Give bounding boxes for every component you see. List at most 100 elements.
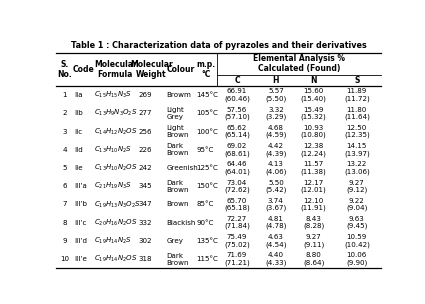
Text: $C_{21}H_{19}N_3S$: $C_{21}H_{19}N_3S$ [94,181,132,191]
Text: 1: 1 [62,92,67,98]
Text: Light
Grey: Light Grey [167,107,184,120]
Text: 135°C: 135°C [197,238,218,244]
Text: IIe: IIe [74,165,83,171]
Text: 4.68
(4.59): 4.68 (4.59) [265,125,286,138]
Text: $C_{13}H_{10}N_2S$: $C_{13}H_{10}N_2S$ [94,145,132,155]
Text: 4: 4 [62,147,67,153]
Text: 14.15
(13.97): 14.15 (13.97) [344,143,370,157]
Text: m.p.
°C: m.p. °C [197,60,216,79]
Text: 9.27
(9.12): 9.27 (9.12) [346,179,368,193]
Text: 71.69
(71.21): 71.69 (71.21) [224,252,250,266]
Text: $C_{19}H_{13}N_3O_2S$: $C_{19}H_{13}N_3O_2S$ [94,199,141,209]
Text: 8: 8 [62,220,67,226]
Text: IIb: IIb [74,110,83,116]
Text: 10.93
(10.80): 10.93 (10.80) [301,125,326,138]
Text: 105°C: 105°C [197,110,218,116]
Text: 11.89
(11.72): 11.89 (11.72) [344,88,370,102]
Text: Brown: Brown [167,202,189,207]
Text: N: N [310,76,317,85]
Text: 12.10
(11.91): 12.10 (11.91) [301,198,326,211]
Text: $C_{13}H_{10}N_2OS$: $C_{13}H_{10}N_2OS$ [94,163,138,173]
Text: Elemental Analysis %
Calculated (Found): Elemental Analysis % Calculated (Found) [253,54,345,73]
Text: 302: 302 [138,238,152,244]
Text: 6: 6 [62,183,67,189]
Text: Browm: Browm [167,92,192,98]
Text: IIc: IIc [74,129,82,135]
Text: $C_{20}H_{16}N_2OS$: $C_{20}H_{16}N_2OS$ [94,218,138,228]
Text: 75.49
(75.02): 75.49 (75.02) [224,234,250,248]
Text: 65.62
(65.14): 65.62 (65.14) [224,125,250,138]
Text: 242: 242 [138,165,152,171]
Text: 13.22
(13.06): 13.22 (13.06) [344,161,370,175]
Text: 10: 10 [60,256,69,262]
Text: 10.59
(10.42): 10.59 (10.42) [344,234,370,248]
Text: 125°C: 125°C [197,165,218,171]
Text: 269: 269 [138,92,152,98]
Text: Grey: Grey [167,238,184,244]
Text: 4.40
(4.33): 4.40 (4.33) [265,252,286,266]
Text: 115°C: 115°C [197,256,218,262]
Text: III’d: III’d [74,238,87,244]
Text: 226: 226 [138,147,152,153]
Text: Code: Code [73,65,94,74]
Text: 66.91
(60.46): 66.91 (60.46) [224,88,250,102]
Text: 100°C: 100°C [197,129,218,135]
Text: 4.42
(4.39): 4.42 (4.39) [265,143,286,157]
Text: 7: 7 [62,202,67,207]
Text: $C_{19}H_{14}N_2OS$: $C_{19}H_{14}N_2OS$ [94,254,138,264]
Text: III’e: III’e [74,256,87,262]
Text: S.
No.: S. No. [57,60,72,79]
Text: IIa: IIa [74,92,83,98]
Text: Molecular
Formula: Molecular Formula [94,60,137,79]
Text: $C_{15}H_{15}N_3S$: $C_{15}H_{15}N_3S$ [94,90,132,100]
Text: 256: 256 [138,129,152,135]
Text: 11.57
(11.38): 11.57 (11.38) [301,161,326,175]
Text: 85°C: 85°C [197,202,214,207]
Text: Light
Brown: Light Brown [167,125,189,138]
Text: 15.49
(15.32): 15.49 (15.32) [301,107,326,120]
Text: 3.32
(3.29): 3.32 (3.29) [265,107,286,120]
Text: Blackish: Blackish [167,220,196,226]
Text: 345: 345 [138,183,152,189]
Text: 5.50
(5.42): 5.50 (5.42) [265,179,286,193]
Text: 8.80
(8.64): 8.80 (8.64) [303,252,324,266]
Text: 318: 318 [138,256,152,262]
Text: 5: 5 [62,165,67,171]
Text: 11.80
(11.64): 11.80 (11.64) [344,107,370,120]
Text: C: C [234,76,240,85]
Text: 69.02
(68.61): 69.02 (68.61) [224,143,250,157]
Text: 150°C: 150°C [197,183,218,189]
Text: Molecular
Weight: Molecular Weight [130,60,173,79]
Text: H: H [273,76,279,85]
Text: Table 1 : Characterization data of pyrazoles and their derivatives: Table 1 : Characterization data of pyraz… [71,41,366,50]
Text: 72.27
(71.84): 72.27 (71.84) [224,216,250,230]
Text: IId: IId [74,147,83,153]
Text: 277: 277 [138,110,152,116]
Text: 9.63
(9.45): 9.63 (9.45) [346,216,368,230]
Text: 57.56
(57.10): 57.56 (57.10) [224,107,250,120]
Text: 8.43
(8.28): 8.43 (8.28) [303,216,324,230]
Text: 64.46
(64.01): 64.46 (64.01) [224,161,250,175]
Text: 73.04
(72.62): 73.04 (72.62) [224,179,250,193]
Text: S: S [354,76,360,85]
Text: 12.50
(12.35): 12.50 (12.35) [344,125,370,138]
Text: 95°C: 95°C [197,147,214,153]
Text: 10.06
(9.90): 10.06 (9.90) [346,252,368,266]
Text: Colour: Colour [167,65,195,74]
Text: 5.57
(5.50): 5.57 (5.50) [265,88,286,102]
Text: $C_{19}H_{14}N_2S$: $C_{19}H_{14}N_2S$ [94,236,132,246]
Text: 332: 332 [138,220,152,226]
Text: 4.63
(4.54): 4.63 (4.54) [265,234,286,248]
Text: 12.17
(12.01): 12.17 (12.01) [301,179,326,193]
Text: Dark
Brown: Dark Brown [167,143,189,156]
Text: 12.38
(12.24): 12.38 (12.24) [301,143,327,157]
Text: 4.81
(4.78): 4.81 (4.78) [265,216,286,230]
Text: $C_{13}H_9N_3O_2S$: $C_{13}H_9N_3O_2S$ [94,108,138,119]
Text: 90°C: 90°C [197,220,214,226]
Text: 9.27
(9.11): 9.27 (9.11) [303,234,324,248]
Text: Dark
Brown: Dark Brown [167,253,189,266]
Text: III’a: III’a [74,183,87,189]
Text: $C_{14}H_{12}N_2OS$: $C_{14}H_{12}N_2OS$ [94,126,138,137]
Text: 3.74
(3.67): 3.74 (3.67) [265,198,286,211]
Text: 15.60
(15.40): 15.60 (15.40) [301,88,327,102]
